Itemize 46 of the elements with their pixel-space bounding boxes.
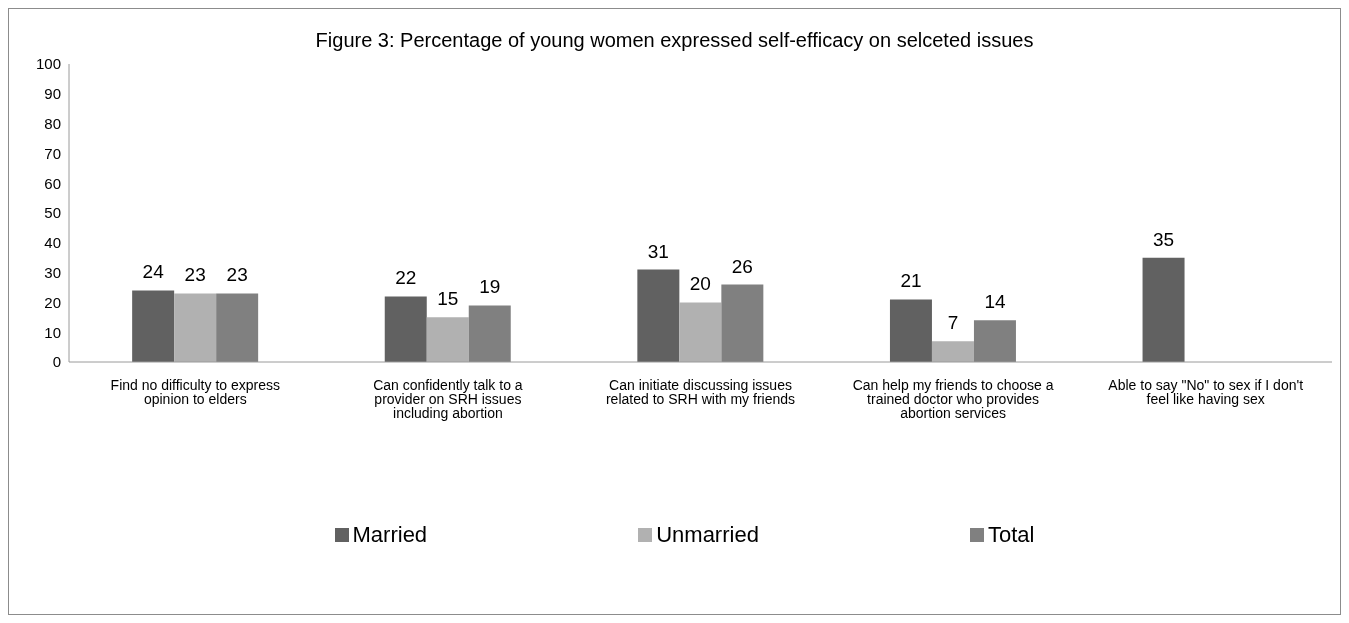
y-tick-label: 0 bbox=[52, 353, 61, 371]
data-label: 23 bbox=[184, 264, 206, 286]
bar bbox=[426, 317, 469, 362]
bar bbox=[889, 299, 932, 362]
y-tick-label: 80 bbox=[44, 114, 61, 132]
y-tick-label: 50 bbox=[44, 204, 61, 222]
y-tick-label: 100 bbox=[35, 55, 61, 73]
data-label: 23 bbox=[226, 264, 248, 286]
bar bbox=[973, 320, 1016, 362]
bar bbox=[637, 269, 680, 362]
bar bbox=[384, 296, 427, 362]
data-label: 26 bbox=[731, 255, 753, 277]
y-tick-label: 40 bbox=[44, 234, 61, 252]
bar bbox=[174, 293, 217, 362]
data-label: 15 bbox=[437, 288, 459, 310]
legend-label: Married bbox=[351, 522, 428, 548]
x-tick-label: Able to say "No" to sex if I don't feel like having sex bbox=[1108, 376, 1304, 407]
data-label: 31 bbox=[647, 240, 669, 262]
data-label: 14 bbox=[984, 291, 1006, 313]
bar bbox=[679, 302, 722, 362]
x-tick-label: Can initiate discussing issues related to SRH with my friends bbox=[605, 376, 796, 407]
data-label: 7 bbox=[947, 312, 959, 334]
y-tick-label: 20 bbox=[44, 293, 61, 311]
y-tick-label: 70 bbox=[44, 144, 61, 162]
chart-title: Figure 3: Percentage of young women expressed self-efficacy on selceted issues bbox=[314, 29, 1035, 52]
data-label: 24 bbox=[142, 261, 165, 283]
bar bbox=[721, 284, 764, 362]
y-tick-label: 10 bbox=[44, 323, 61, 341]
legend-label: Unmarried bbox=[655, 522, 759, 548]
data-label: 20 bbox=[689, 273, 711, 295]
bar bbox=[132, 290, 175, 362]
x-tick-label: Can help my friends to choose a trained doctor who provides abortion services bbox=[852, 376, 1054, 421]
data-label: 21 bbox=[900, 270, 922, 292]
y-tick-label: 30 bbox=[44, 263, 61, 281]
legend-label: Total bbox=[986, 522, 1035, 548]
bar bbox=[468, 305, 511, 362]
bar bbox=[1142, 257, 1185, 362]
y-tick-label: 60 bbox=[44, 174, 61, 192]
y-tick-label: 90 bbox=[44, 85, 61, 103]
bar bbox=[931, 341, 974, 362]
x-tick-label: Find no difficulty to express opinion to elders bbox=[110, 376, 280, 407]
data-label: 35 bbox=[1152, 228, 1175, 250]
x-tick-label: Can confidently talk to a provider on SRH issues including abortion bbox=[373, 376, 523, 421]
bar bbox=[216, 293, 259, 362]
data-label: 22 bbox=[395, 267, 417, 289]
data-label: 19 bbox=[479, 276, 501, 298]
